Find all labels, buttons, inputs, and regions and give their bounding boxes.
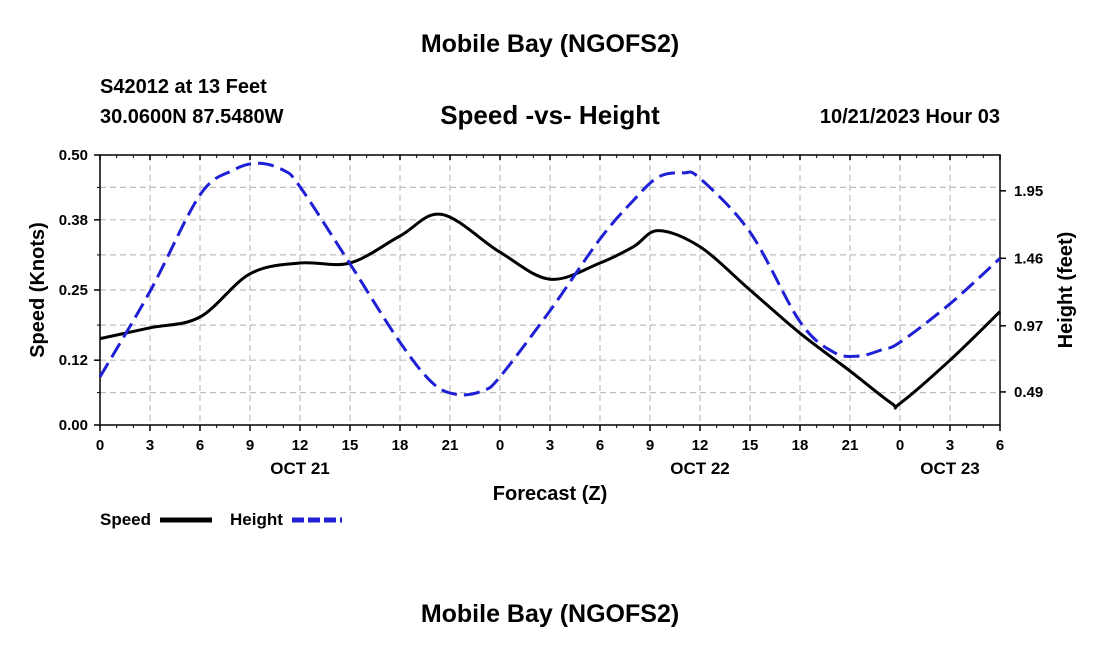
legend-label-height: Height [230,510,283,529]
y-tick-label: 0.50 [59,147,88,164]
y2-tick-label: 0.97 [1014,318,1043,335]
station-name: S42012 at 13 Feet [100,76,267,98]
y2-tick-label: 1.46 [1014,250,1043,267]
footer-title: Mobile Bay (NGOFS2) [420,600,680,628]
series-line-height [98,161,1002,397]
series-line-speed [99,212,1002,410]
x-tick-label: 9 [646,437,654,454]
x-axis-label: Forecast (Z) [493,483,607,505]
chart-datetime: 10/21/2023 Hour 03 [819,106,1000,128]
x-tick-label: 18 [792,437,809,454]
x-tick-label: 0 [96,437,104,454]
x-tick-label: 15 [742,437,759,454]
y-tick-label: 0.00 [59,417,88,434]
y-tick-label: 0.12 [59,352,88,369]
legend: Speed Height [100,510,342,529]
x-tick-label: 9 [246,437,254,454]
series-lines [98,161,1002,410]
x-tick-label: 6 [596,437,604,454]
date-label: OCT 21 [270,459,330,478]
y-tick-label: 0.25 [59,282,88,299]
chart-title: Speed -vs- Height [440,100,660,130]
y2-axis-label: Height (feet) [1055,232,1077,349]
legend-label-speed: Speed [100,510,151,529]
date-label: OCT 23 [920,459,980,478]
axes: 0 3 6 9 12 15 18 21 0 3 6 9 12 15 18 21 0 3 6 OCT 21 OCT 22 O… [59,147,1043,478]
x-tick-label: 3 [146,437,154,454]
x-tick-label: 21 [842,437,859,454]
x-tick-label: 15 [342,437,359,454]
y-axis-label: Speed (Knots) [27,222,49,358]
x-tick-label: 12 [692,437,709,454]
page-title: Mobile Bay (NGOFS2) [420,30,680,58]
plot-frame [99,154,1001,426]
station-coordinates: 30.0600N 87.5480W [100,106,284,128]
x-tick-label: 6 [996,437,1004,454]
x-tick-label: 6 [196,437,204,454]
x-tick-label: 3 [546,437,554,454]
grid-lines [100,155,1000,425]
x-tick-label: 18 [392,437,409,454]
x-tick-label: 0 [496,437,504,454]
y2-tick-label: 1.95 [1014,183,1043,200]
x-tick-label: 21 [442,437,459,454]
x-tick-label: 12 [292,437,309,454]
date-label: OCT 22 [670,459,730,478]
x-tick-label: 0 [896,437,904,454]
y-tick-label: 0.38 [59,212,88,229]
y2-tick-label: 0.49 [1014,384,1043,401]
x-tick-label: 3 [946,437,954,454]
